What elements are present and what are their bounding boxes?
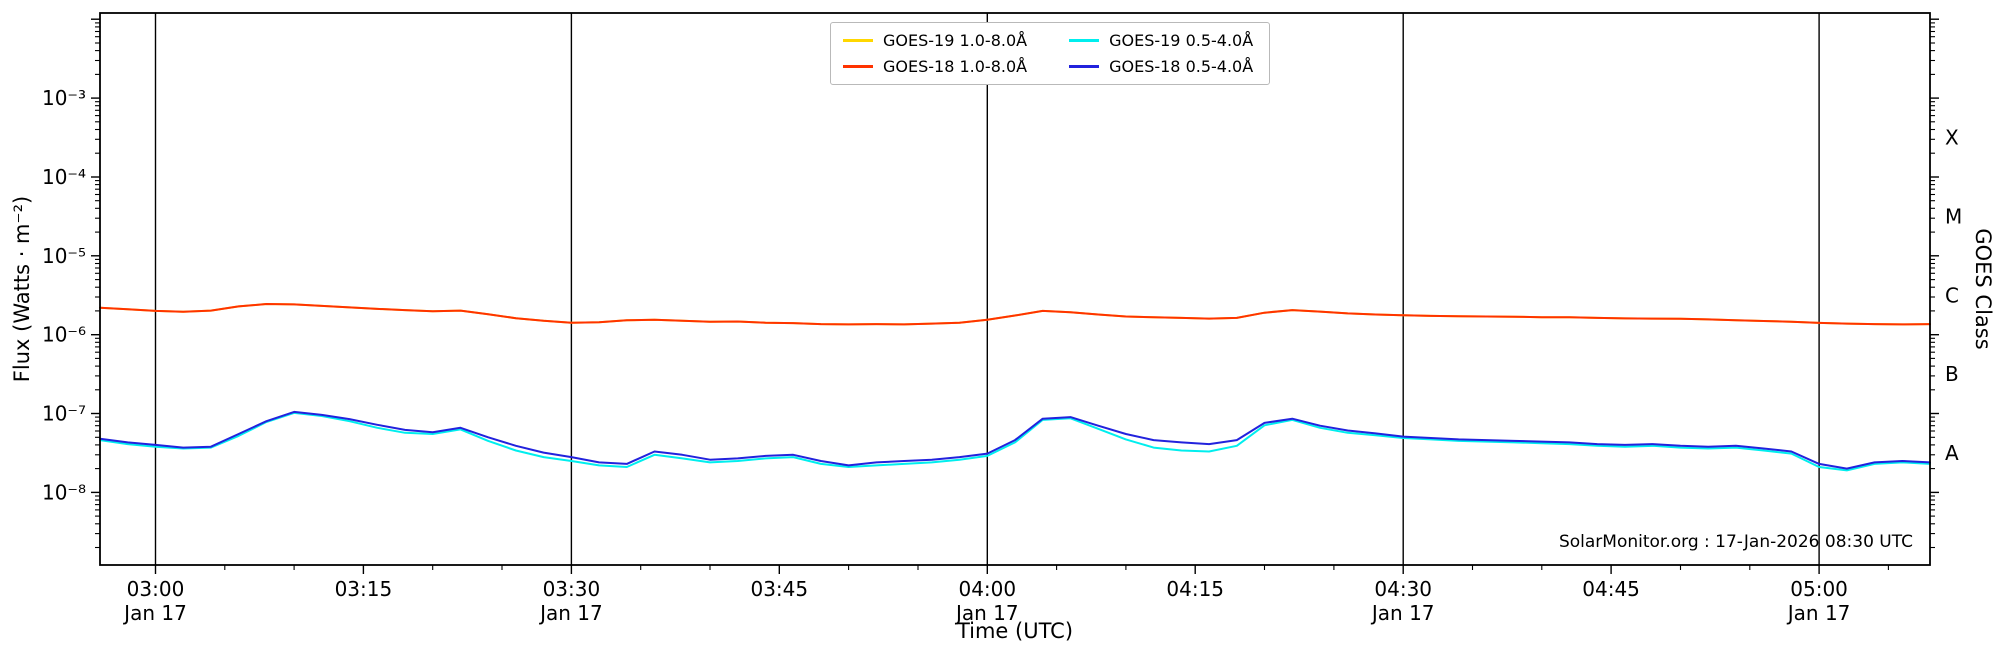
goes-class-letter: A	[1945, 441, 1959, 465]
legend-line-swatch	[843, 39, 873, 42]
legend-line-swatch	[1069, 65, 1100, 68]
goes-class-letter: B	[1945, 362, 1959, 386]
y-tick-label: 10⁻⁵	[42, 244, 86, 268]
x-tick-label: 03:15	[335, 577, 393, 601]
y-tick-label: 10⁻⁴	[42, 165, 86, 189]
plot-frame	[99, 12, 1931, 566]
legend-item: GOES-19 0.5-4.0Å	[1069, 31, 1253, 50]
legend-label: GOES-18 0.5-4.0Å	[1109, 57, 1254, 76]
series-line	[99, 410, 1931, 470]
goes-class-letter: M	[1945, 204, 1962, 228]
legend: GOES-19 1.0-8.0Å GOES-18 1.0-8.0Å GOES-19 …	[830, 22, 1271, 85]
x-tick-sublabel: Jan 17	[1370, 601, 1435, 625]
x-tick-label: 03:00	[127, 577, 185, 601]
legend-item: GOES-18 1.0-8.0Å	[843, 57, 1027, 76]
x-axis-label: Time (UTC)	[956, 619, 1074, 643]
goes-class-letter: C	[1945, 283, 1959, 307]
x-tick-sublabel: Jan 17	[538, 601, 603, 625]
legend-label: GOES-19 0.5-4.0Å	[1109, 31, 1254, 50]
x-tick-sublabel: Jan 17	[1786, 601, 1851, 625]
legend-label: GOES-18 1.0-8.0Å	[883, 57, 1028, 76]
legend-item: GOES-18 0.5-4.0Å	[1069, 57, 1253, 76]
y-axis-label-left: Flux (Watts · m⁻²)	[10, 195, 34, 383]
y-tick-label: 10⁻³	[42, 86, 86, 110]
x-tick-label: 04:30	[1374, 577, 1432, 601]
legend-line-swatch	[1069, 39, 1100, 42]
x-tick-label: 04:45	[1582, 577, 1640, 601]
series-line	[99, 411, 1931, 472]
x-tick-label: 04:15	[1166, 577, 1224, 601]
series-line	[99, 303, 1931, 326]
x-tick-sublabel: Jan 17	[122, 601, 187, 625]
y-tick-label: 10⁻⁸	[42, 480, 86, 504]
goes-class-letter: X	[1945, 126, 1959, 150]
x-tick-label: 05:00	[1790, 577, 1848, 601]
legend-label: GOES-19 1.0-8.0Å	[883, 31, 1028, 50]
x-tick-sublabel: Jan 17	[954, 601, 1019, 625]
x-tick-label: 03:30	[543, 577, 601, 601]
series-line	[99, 303, 1931, 326]
x-tick-label: 04:00	[958, 577, 1016, 601]
legend-line-swatch	[843, 65, 873, 68]
y-tick-label: 10⁻⁷	[42, 402, 86, 426]
watermark-text: SolarMonitor.org : 17-Jan-2026 08:30 UTC	[1558, 532, 1913, 552]
y-axis-label-right: GOES Class	[1971, 228, 1995, 350]
x-tick-label: 03:45	[750, 577, 808, 601]
y-tick-label: 10⁻⁶	[42, 323, 86, 347]
legend-item: GOES-19 1.0-8.0Å	[843, 31, 1027, 50]
